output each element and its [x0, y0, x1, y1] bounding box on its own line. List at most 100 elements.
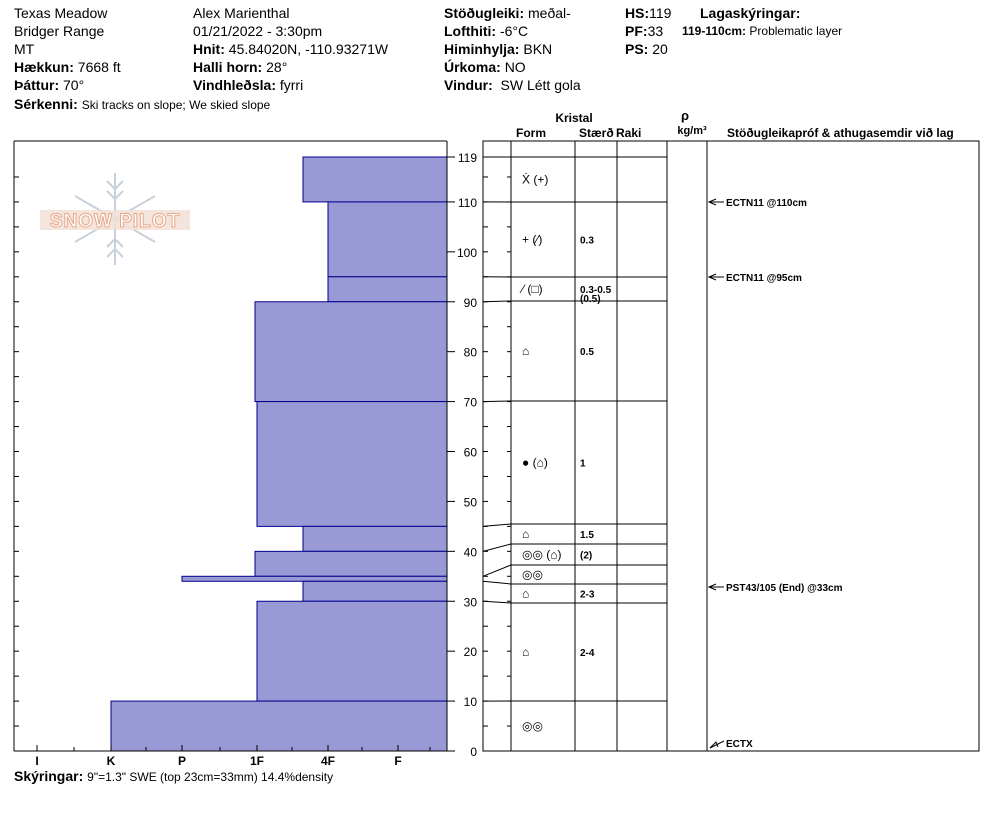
slope-label: Halli horn: [193, 59, 263, 75]
layer-note-depth: 119-110cm: [682, 24, 747, 38]
datetime: 01/21/2022 - 3:30pm [193, 23, 323, 39]
coords-label: Hnit: [193, 41, 225, 57]
slope-row: Halli horn: 28° [193, 58, 287, 76]
crystal-form-7: ◎◎ [522, 568, 543, 582]
layer-connector [482, 523, 512, 527]
wind-label: Vindur: [444, 77, 493, 93]
hardness-layer-3 [254, 301, 448, 403]
wind-loading-label: Vindhleðsla: [193, 77, 276, 93]
test-label-0: ECTN11 @110cm [726, 198, 807, 209]
layer-connector [482, 300, 512, 303]
crystal-form-9: ⌂ [522, 645, 529, 659]
ps-label: PS: [625, 41, 649, 57]
depth-tick-label: 100 [457, 246, 477, 260]
crystal-size-5: 1.5 [580, 530, 594, 541]
location: Texas Meadow [14, 5, 108, 21]
crystal-form-3: ⌂ [522, 344, 529, 358]
air-temp-value: -6°C [499, 23, 529, 39]
test-arrowhead-3 [709, 741, 719, 749]
pf-row: PF:33 [625, 22, 663, 40]
crystal-size-4: 1 [580, 459, 586, 470]
test-label-3: ECTX [726, 739, 753, 750]
header-size: Stærð [579, 126, 614, 140]
hardness-tick-label: K [107, 754, 116, 768]
hardness-axis: 0 10 20 30 40 50 60 70 80 90 100 110 119 I K P 1F 4F F [13, 140, 478, 768]
layer-connector [482, 564, 512, 577]
hardness-tick-label: P [178, 754, 186, 768]
layer-note-text: Problematic layer [749, 24, 843, 38]
crystal-size-9: 2-4 [580, 648, 595, 659]
layer-note: 119-110cm: Problematic layer [682, 24, 842, 38]
sky-row: Himinhylja: BKN [444, 40, 552, 58]
sky-value: BKN [523, 41, 553, 57]
depth-tick-label: 90 [464, 296, 478, 310]
test-label-1: ECTN11 @95cm [726, 273, 802, 284]
crystal-form-6: ◎◎ (⌂) [522, 548, 562, 562]
aspect-value: 70° [63, 77, 85, 93]
stability-label: Stöðugleiki: [444, 5, 525, 21]
depth-tick-label: 40 [464, 545, 478, 559]
hardness-layer-7 [181, 575, 448, 582]
header-moisture: Raki [616, 126, 641, 140]
precip-row: Úrkoma: NO [444, 58, 526, 76]
air-temp-label: Lofthiti: [444, 23, 497, 39]
crystal-form-8: ⌂ [522, 587, 529, 601]
layer-connector [482, 543, 512, 552]
stability-tests: ECTN11 @110cm ECTN11 @95cm PST43/105 (End)… [707, 198, 843, 750]
depth-tick-label: 119 [458, 151, 477, 165]
hardness-layer-8 [302, 580, 448, 602]
hardness-tick-label: 4F [321, 754, 335, 768]
aspect-label: Þáttur: [14, 77, 60, 93]
precip-label: Úrkoma: [444, 59, 501, 75]
hardness-tick-label: F [394, 754, 401, 768]
depth-tick-label: 0 [470, 745, 477, 759]
header-tests: Stöðugleikapróf & athugasemdir við lag [727, 126, 954, 140]
test-label-2: PST43/105 (End) @33cm [726, 583, 843, 594]
stability-value: meðal- [528, 5, 571, 21]
sky-label: Himinhylja: [444, 41, 520, 57]
hardness-tick-label: I [35, 754, 38, 768]
hs-row: HS:119 [625, 4, 671, 22]
aspect-row: Þáttur: 70° [14, 76, 84, 94]
crystal-form-10: ◎◎ [522, 719, 543, 733]
wind-row: Vindur: SW Létt gola [444, 76, 581, 94]
crystal-size-2: 0.3-0.5 [580, 285, 612, 296]
features-value: Ski tracks on slope; We skied slope [81, 98, 271, 112]
crystal-size-3: 0.5 [580, 347, 594, 358]
header-form: Form [516, 126, 546, 140]
crystal-form-0: Ẋ (+) [522, 173, 548, 187]
hardness-layer-5 [302, 525, 448, 552]
footer-notes-label: Skýringar: [14, 768, 84, 784]
hardness-layer-6 [254, 550, 448, 577]
hardness-layer-4 [256, 401, 448, 527]
depth-tick-label: 20 [464, 645, 478, 659]
depth-tick-label: 30 [464, 595, 478, 609]
hardness-layer-1 [327, 201, 448, 278]
depth-tick-label: 10 [464, 695, 478, 709]
layer-connector [482, 600, 512, 604]
observer: Alex Marienthal [193, 5, 290, 21]
slope-value: 28° [266, 59, 288, 75]
crystal-form-2: ⁄ (□) [519, 282, 543, 296]
hardness-layer-2 [327, 276, 448, 303]
snowpilot-logo: SNOW PILOT [40, 173, 190, 265]
range: Bridger Range [14, 23, 105, 39]
hardness-layer-10 [110, 700, 448, 752]
crystal-form-4: ● (⌂) [522, 456, 548, 470]
pf-label: PF: [625, 23, 648, 39]
precip-value: NO [504, 59, 526, 75]
header-crystal: Kristal [555, 111, 592, 125]
crystal-size-8: 2-3 [580, 590, 595, 601]
crystal-table: Kristal Form Stærð Raki ρ kg/m³ Stöðugleikapró… [482, 108, 980, 752]
layer-connector [482, 580, 512, 585]
elevation-row: Hækkun: 7668 ft [14, 58, 121, 76]
depth-tick-label: 60 [464, 446, 478, 460]
depth-tick-label: 50 [464, 495, 478, 509]
coords-value: 45.84020N, -110.93271W [228, 41, 389, 57]
layer-connector [482, 400, 512, 403]
hs-label: HS: [625, 5, 650, 21]
depth-tick-label: 80 [464, 346, 478, 360]
features-row: Sérkenni: Ski tracks on slope; We skied … [14, 95, 270, 114]
table-frame [482, 140, 980, 752]
crystal-form-1: + (⁄) [522, 233, 542, 247]
